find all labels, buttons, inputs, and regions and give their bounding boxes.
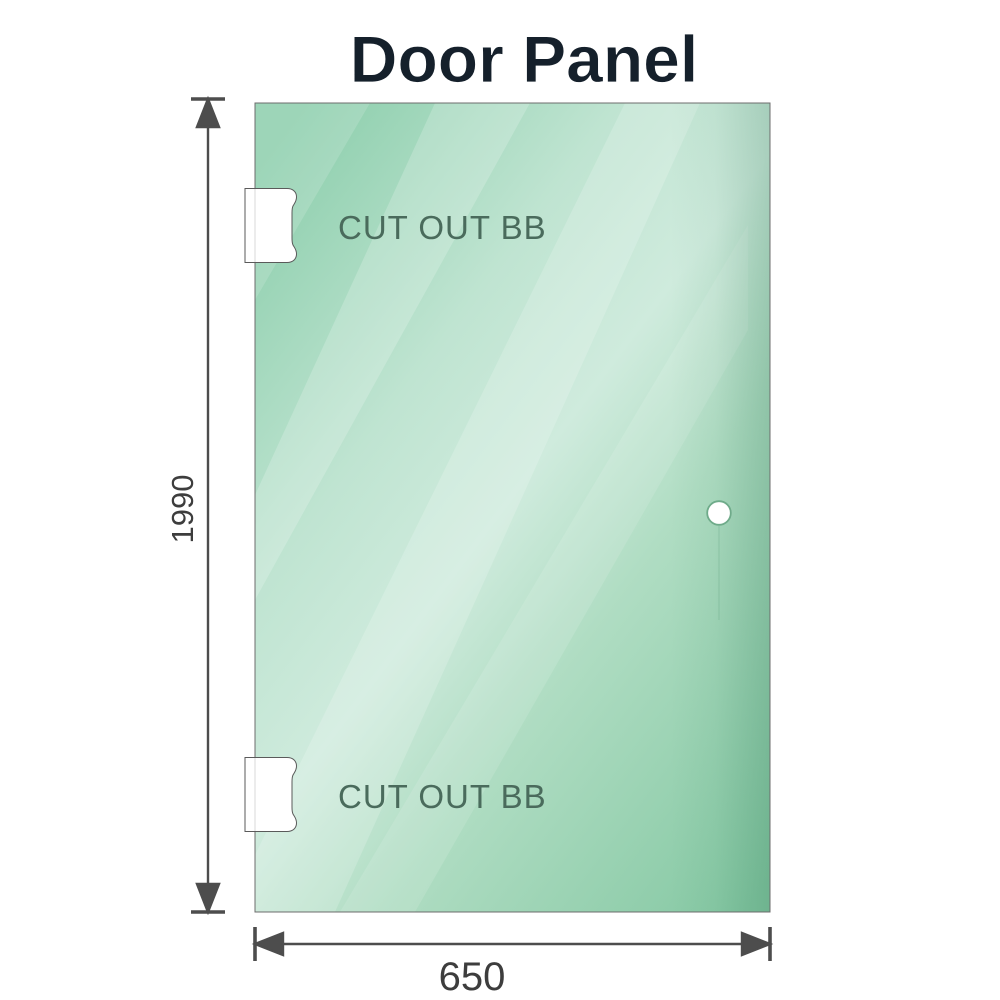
svg-text:1990: 1990 bbox=[165, 475, 200, 544]
svg-text:CUT OUT BB: CUT OUT BB bbox=[338, 778, 547, 815]
svg-text:CUT OUT BB: CUT OUT BB bbox=[338, 209, 547, 246]
svg-text:650: 650 bbox=[439, 955, 506, 999]
